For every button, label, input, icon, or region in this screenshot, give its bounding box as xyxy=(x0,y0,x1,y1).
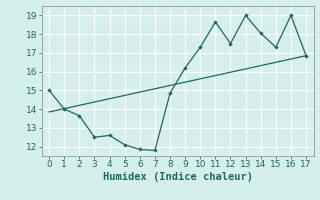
X-axis label: Humidex (Indice chaleur): Humidex (Indice chaleur) xyxy=(103,172,252,182)
